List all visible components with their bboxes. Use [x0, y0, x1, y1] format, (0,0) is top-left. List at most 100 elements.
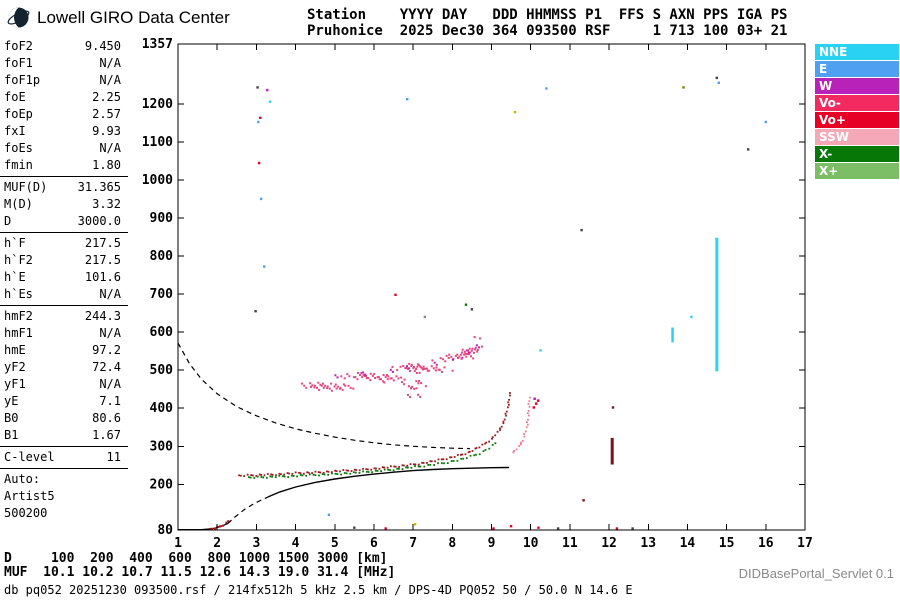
param-value: 9.450 [84, 39, 121, 53]
param-label: h`E [4, 270, 26, 284]
param-fof1p: foF1p N/A [0, 72, 128, 89]
param-value: 2.57 [92, 107, 121, 121]
param-yf1: yF1 N/A [0, 376, 128, 393]
param-ye: yE 7.1 [0, 393, 128, 410]
y-axis-ticks: 1357 1200 1100 1000 900 800 700 600 500 400 300 200… [142, 37, 805, 538]
param-h-f: h`F 217.5 [0, 235, 128, 252]
series-X-trace-tip-red [532, 397, 540, 409]
muf-distance-row: D 100 200 400 600 800 1000 1500 3000 [km… [4, 551, 388, 566]
legend-item-xminus: X- [815, 146, 899, 162]
echo-type-legend: NNE E W Vo- Vo+ SSW X- X+ [815, 44, 899, 180]
param-label: yF1 [4, 377, 26, 391]
param-value: N/A [99, 326, 121, 340]
series-F-second-order-cloud [301, 336, 483, 392]
param-value: 11 [106, 450, 121, 464]
svg-text:14: 14 [680, 536, 696, 551]
svg-text:7: 7 [409, 536, 417, 551]
param-label: hmF2 [4, 309, 33, 323]
param-value: 217.5 [84, 253, 121, 267]
param-value: N/A [99, 56, 121, 70]
legend-item-e: E [815, 61, 899, 77]
param-label: foF2 [4, 39, 33, 53]
param-label: hmE [4, 343, 26, 357]
svg-text:900: 900 [150, 211, 174, 226]
param-value: 97.2 [92, 343, 121, 357]
series-F-trace-x-minus [248, 442, 497, 479]
svg-text:8: 8 [448, 536, 456, 551]
svg-text:5: 5 [331, 536, 339, 551]
param-fof1: foF1 N/A [0, 55, 128, 72]
param-value: 3000.0 [77, 214, 121, 228]
param-value: 101.6 [84, 270, 121, 284]
series-F-second-order-magenta [334, 344, 480, 379]
svg-text:15: 15 [719, 536, 735, 551]
parameter-panel: foF2 9.450 foF1 N/A foF1p N/A foE 2.25 foEp 2.57 f… [0, 38, 128, 522]
svg-text:6: 6 [370, 536, 378, 551]
svg-text:17: 17 [797, 536, 813, 551]
svg-text:4: 4 [292, 536, 300, 551]
param-label: foEs [4, 141, 33, 155]
brand-title: Lowell GIRO Data Center [37, 7, 230, 27]
legend-item-nne: NNE [815, 44, 899, 60]
param-h-es: h`Es N/A [0, 286, 128, 303]
svg-text:800: 800 [150, 249, 174, 264]
separator-line [0, 232, 128, 233]
muf-values-row: MUF 10.1 10.2 10.7 11.5 12.6 14.3 19.0 3… [4, 565, 396, 580]
param-d: D 3000.0 [0, 213, 128, 230]
param-value: 72.4 [92, 360, 121, 374]
servlet-version-label: DIDBasePortal_Servlet 0.1 [738, 566, 894, 581]
svg-text:13: 13 [640, 536, 656, 551]
svg-text:1357: 1357 [142, 37, 173, 52]
param-value: 244.3 [84, 309, 121, 323]
svg-text:500: 500 [150, 363, 174, 378]
svg-text:12: 12 [601, 536, 617, 551]
param-label: fxI [4, 124, 26, 138]
plot-frame [177, 43, 806, 531]
svg-text:400: 400 [150, 401, 174, 416]
param-value: N/A [99, 377, 121, 391]
svg-text:16: 16 [758, 536, 774, 551]
param-label: h`F [4, 236, 26, 250]
measurement-status-line: db pq052 20251230 093500.rsf / 214fx512h… [4, 583, 633, 597]
separator-line [0, 468, 128, 469]
svg-text:11: 11 [562, 536, 578, 551]
separator-line [0, 176, 128, 177]
param-label: M(D) [4, 197, 33, 211]
param-c-level: C-level 11 [0, 449, 128, 466]
param-foe: foE 2.25 [0, 89, 128, 106]
legend-item-voplus: Vo+ [815, 112, 899, 128]
param-h-f2: h`F2 217.5 [0, 252, 128, 269]
param-value: 1.80 [92, 158, 121, 172]
svg-text:3: 3 [252, 536, 260, 551]
station-header-values: Pruhonice 2025 Dec30 364 093500 RSF 1 71… [307, 23, 788, 39]
param-value: 2.25 [92, 90, 121, 104]
giro-logo-icon [7, 7, 30, 28]
svg-text:700: 700 [150, 287, 174, 302]
artist-version: Artist5 [4, 489, 55, 503]
series-noise-specks [254, 76, 767, 530]
param-label: B0 [4, 411, 19, 425]
param-label: MUF(D) [4, 180, 48, 194]
legend-item-xplus: X+ [815, 163, 899, 179]
giro-brand[interactable]: Lowell GIRO Data Center [6, 5, 230, 30]
legend-item-ssw: SSW [815, 129, 899, 145]
series-X-trace-tip [512, 396, 531, 454]
param-label: h`Es [4, 287, 33, 301]
param-m-d: M(D) 3.32 [0, 196, 128, 213]
series-E-region-echo [209, 520, 230, 530]
series-true-height-profile [267, 466, 510, 498]
x-axis-ticks: 1 2 3 4 5 6 7 8 9 10 11 12 13 14 15 16 17 [174, 44, 813, 551]
param-fof2: foF2 9.450 [0, 38, 128, 55]
series-transmission-curve-dashed [178, 342, 470, 450]
svg-text:1: 1 [174, 536, 182, 551]
param-value: 217.5 [84, 236, 121, 250]
param-value: 1.67 [92, 428, 121, 442]
param-hmf2: hmF2 244.3 [0, 308, 128, 325]
param-label: fmin [4, 158, 33, 172]
separator-line [0, 446, 128, 447]
series-second-order-lower-branch [401, 380, 427, 398]
param-label: h`F2 [4, 253, 33, 267]
param-foep: foEp 2.57 [0, 106, 128, 123]
svg-text:200: 200 [150, 477, 174, 492]
param-b1: B1 1.67 [0, 427, 128, 444]
